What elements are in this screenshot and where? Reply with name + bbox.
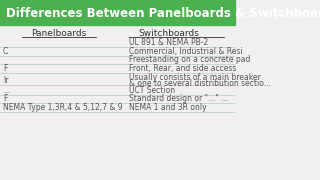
Text: ...: ...: [3, 86, 10, 94]
Text: Ir: Ir: [3, 75, 8, 84]
Text: Standard design or "..." ...: Standard design or "..." ...: [129, 93, 228, 102]
Text: Panelboards: Panelboards: [31, 28, 86, 37]
Text: Usually consists of a main breaker: Usually consists of a main breaker: [129, 73, 260, 82]
Text: Differences Between Panelboards & Switchboard: Differences Between Panelboards & Switch…: [6, 6, 320, 19]
Text: C: C: [3, 46, 8, 55]
Text: UL 891 & NEMA PB-2: UL 891 & NEMA PB-2: [129, 37, 208, 46]
Text: F: F: [3, 64, 7, 73]
Text: Switchboards: Switchboards: [139, 28, 200, 37]
Text: UCT Section: UCT Section: [129, 86, 175, 94]
Text: NEMA 1 and 3R only: NEMA 1 and 3R only: [129, 102, 206, 111]
Text: & one to several distribution sectio...: & one to several distribution sectio...: [129, 78, 271, 87]
Text: Front, Rear, and side access: Front, Rear, and side access: [129, 64, 236, 73]
Text: F: F: [3, 93, 7, 102]
Text: NEMA Type 1,3R,4 & 5,12,7 & 9: NEMA Type 1,3R,4 & 5,12,7 & 9: [3, 102, 123, 111]
Bar: [0, 0, 236, 25]
Text: Commercial, Industrial & Resi: Commercial, Industrial & Resi: [129, 46, 242, 55]
Text: Freestanding on a concrete pad: Freestanding on a concrete pad: [129, 55, 250, 64]
